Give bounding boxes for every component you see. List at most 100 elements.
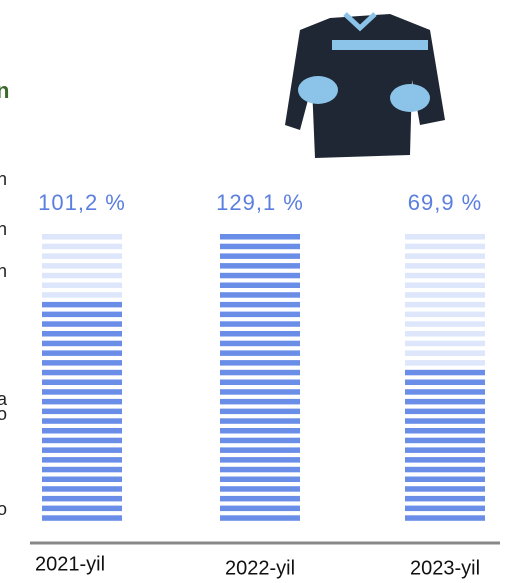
x-tick-label: 2022-yil bbox=[225, 557, 295, 579]
stripe bbox=[405, 234, 485, 240]
stripe bbox=[405, 360, 485, 366]
stripe bbox=[220, 234, 300, 240]
stripe bbox=[405, 244, 485, 250]
plot: 101,2 %2021-yil129,1 %2022-yil69,9 %2023… bbox=[35, 190, 485, 579]
x-tick-label: 2021-yil bbox=[35, 553, 105, 575]
stripe bbox=[405, 428, 485, 434]
stripe bbox=[42, 477, 122, 483]
side-letter: o bbox=[0, 404, 7, 424]
stripe bbox=[220, 506, 300, 512]
stripe bbox=[42, 418, 122, 424]
stripe bbox=[405, 399, 485, 405]
stripe bbox=[42, 370, 122, 376]
side-letter: i bbox=[0, 454, 1, 474]
stripe bbox=[42, 496, 122, 502]
stripe bbox=[42, 389, 122, 395]
side-letter: o bbox=[0, 499, 7, 519]
stripe bbox=[405, 350, 485, 356]
stripe bbox=[220, 409, 300, 415]
stripe bbox=[405, 273, 485, 279]
stripe bbox=[405, 370, 485, 376]
stripe bbox=[220, 273, 300, 279]
stripe bbox=[405, 283, 485, 289]
stripe bbox=[405, 341, 485, 347]
stripe bbox=[42, 302, 122, 308]
stripe bbox=[42, 467, 122, 473]
stripe bbox=[220, 370, 300, 376]
stripe bbox=[405, 292, 485, 298]
stripe bbox=[220, 244, 300, 250]
stripe bbox=[405, 486, 485, 492]
stripe bbox=[42, 341, 122, 347]
stripe bbox=[42, 506, 122, 512]
stripe bbox=[220, 418, 300, 424]
stripe bbox=[42, 312, 122, 318]
stripe bbox=[405, 253, 485, 259]
stripe bbox=[405, 312, 485, 318]
stripe bbox=[42, 486, 122, 492]
stripe bbox=[42, 244, 122, 250]
value-label: 69,9 % bbox=[408, 190, 483, 215]
stripe bbox=[220, 360, 300, 366]
stripe bbox=[220, 477, 300, 483]
stripe bbox=[220, 496, 300, 502]
stripe bbox=[405, 380, 485, 386]
stripe bbox=[42, 360, 122, 366]
stripe bbox=[42, 515, 122, 521]
stripe bbox=[220, 389, 300, 395]
stripe bbox=[220, 292, 300, 298]
stripe bbox=[405, 496, 485, 502]
stripe bbox=[405, 477, 485, 483]
stripe bbox=[220, 302, 300, 308]
stripe bbox=[42, 321, 122, 327]
stripe bbox=[220, 312, 300, 318]
stripe bbox=[405, 447, 485, 453]
stripe bbox=[220, 263, 300, 269]
infographic: n nnnaoio 101,2 %2021-yil129,1 %2022-yil… bbox=[0, 0, 512, 583]
stripe bbox=[220, 399, 300, 405]
stripe bbox=[405, 418, 485, 424]
stripe bbox=[220, 283, 300, 289]
stripe bbox=[220, 447, 300, 453]
stripe bbox=[42, 409, 122, 415]
stripe bbox=[220, 486, 300, 492]
stripe bbox=[42, 350, 122, 356]
stripe bbox=[220, 428, 300, 434]
stripe bbox=[220, 380, 300, 386]
stripe bbox=[405, 506, 485, 512]
stripe bbox=[405, 467, 485, 473]
stripe bbox=[220, 341, 300, 347]
stripe bbox=[42, 457, 122, 463]
stripe bbox=[405, 457, 485, 463]
stripe bbox=[405, 263, 485, 269]
side-letters: nnnaoio bbox=[0, 169, 8, 519]
stripe bbox=[42, 292, 122, 298]
stripe bbox=[42, 438, 122, 444]
stripe bbox=[42, 447, 122, 453]
stripe bbox=[42, 428, 122, 434]
stripe bbox=[405, 515, 485, 521]
stripe bbox=[220, 467, 300, 473]
side-letter: n bbox=[0, 169, 7, 189]
stripe bbox=[220, 438, 300, 444]
side-letter: n bbox=[0, 261, 7, 281]
side-letter: n bbox=[0, 219, 7, 239]
value-label: 129,1 % bbox=[216, 190, 304, 215]
stripe-column bbox=[405, 234, 485, 521]
stripe bbox=[405, 331, 485, 337]
stripe bbox=[220, 350, 300, 356]
stripe bbox=[220, 253, 300, 259]
stripe bbox=[42, 234, 122, 240]
stripe bbox=[42, 263, 122, 269]
shirt-photo bbox=[268, 4, 448, 164]
stripe bbox=[405, 409, 485, 415]
stripe bbox=[42, 253, 122, 259]
stripe bbox=[220, 515, 300, 521]
stripe bbox=[405, 438, 485, 444]
stripe bbox=[220, 331, 300, 337]
stripe bbox=[42, 273, 122, 279]
stripe bbox=[42, 380, 122, 386]
value-label: 101,2 % bbox=[38, 190, 126, 215]
stripe-column bbox=[220, 234, 300, 521]
stripe bbox=[220, 457, 300, 463]
